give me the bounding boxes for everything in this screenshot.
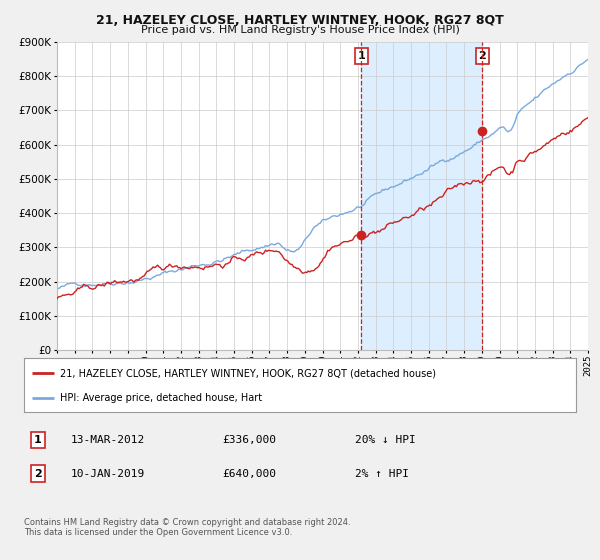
Text: 2: 2 [478,51,486,61]
Text: 2% ↑ HPI: 2% ↑ HPI [355,469,409,479]
Text: 2: 2 [34,469,41,479]
Text: 1: 1 [34,435,41,445]
Text: £640,000: £640,000 [223,469,277,479]
Text: Price paid vs. HM Land Registry's House Price Index (HPI): Price paid vs. HM Land Registry's House … [140,25,460,35]
Text: 1: 1 [358,51,365,61]
Text: 21, HAZELEY CLOSE, HARTLEY WINTNEY, HOOK, RG27 8QT: 21, HAZELEY CLOSE, HARTLEY WINTNEY, HOOK… [96,14,504,27]
Bar [361,42,482,350]
Text: £336,000: £336,000 [223,435,277,445]
Text: HPI: Average price, detached house, Hart: HPI: Average price, detached house, Hart [60,393,262,403]
Text: 10-JAN-2019: 10-JAN-2019 [71,469,145,479]
Text: Contains HM Land Registry data © Crown copyright and database right 2024.
This d: Contains HM Land Registry data © Crown c… [24,518,350,538]
Text: 21, HAZELEY CLOSE, HARTLEY WINTNEY, HOOK, RG27 8QT (detached house): 21, HAZELEY CLOSE, HARTLEY WINTNEY, HOOK… [60,368,436,379]
Text: 20% ↓ HPI: 20% ↓ HPI [355,435,416,445]
Text: 13-MAR-2012: 13-MAR-2012 [71,435,145,445]
